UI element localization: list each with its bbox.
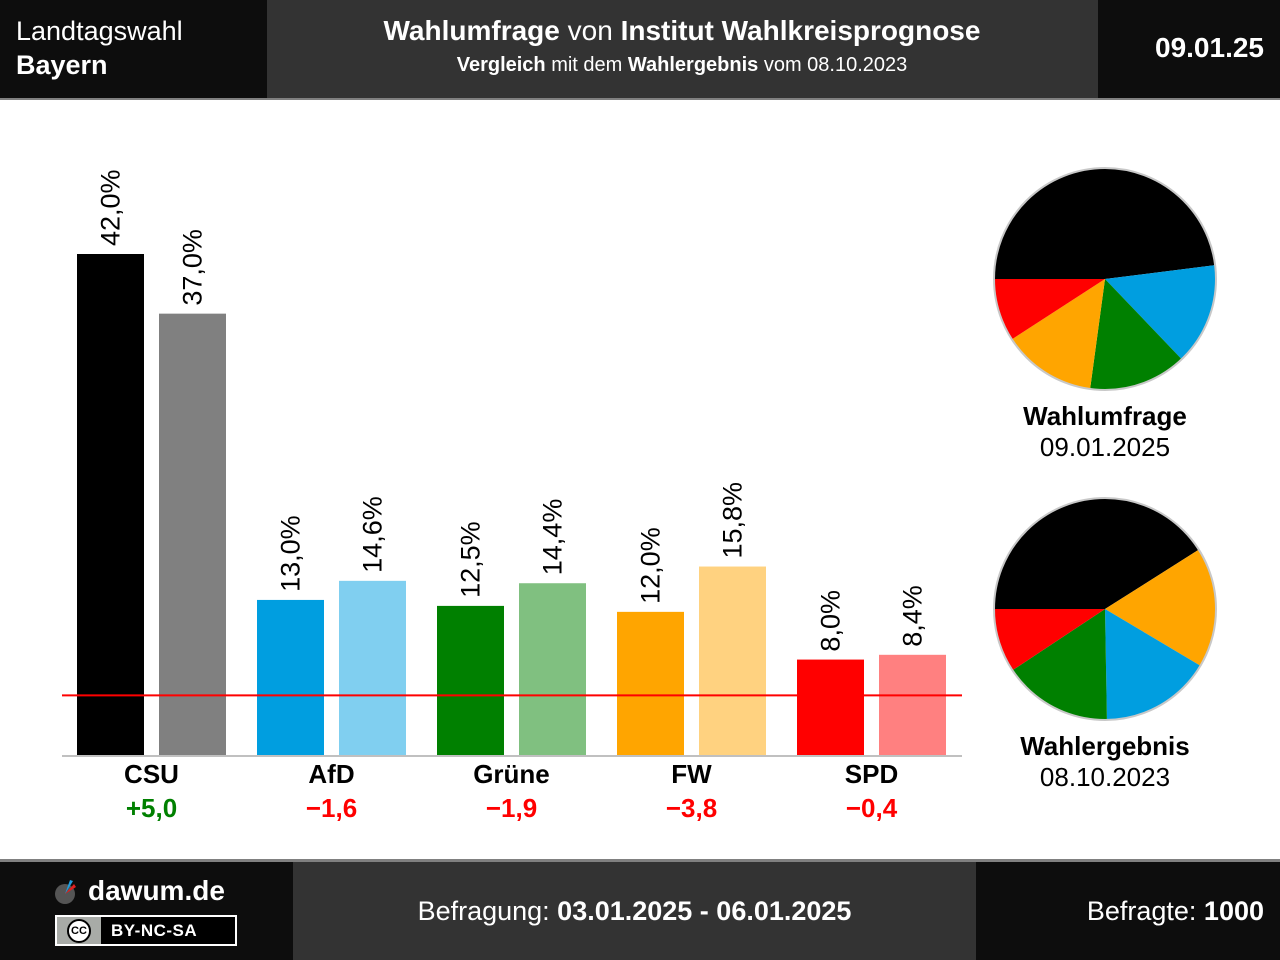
title-von: von bbox=[559, 15, 621, 46]
category-label: Grüne bbox=[473, 759, 550, 789]
license-badge[interactable]: CC BY-NC-SA bbox=[55, 915, 237, 946]
site-logo[interactable]: dawum.de bbox=[54, 874, 225, 908]
bar-csu-poll bbox=[77, 254, 144, 755]
pie-result-block: Wahlergebnis 08.10.2023 bbox=[990, 494, 1220, 793]
difference-label: +5,0 bbox=[126, 793, 177, 823]
header-title-block: Wahlumfrage von Institut Wahlkreisprogno… bbox=[267, 0, 1097, 98]
bar-fw-poll bbox=[617, 611, 684, 755]
bar-fw-result bbox=[699, 566, 766, 755]
survey-period: Befragung: 03.01.2025 - 06.01.2025 bbox=[293, 862, 976, 960]
difference-label: −1,9 bbox=[486, 793, 537, 823]
pie-poll-date: 09.01.2025 bbox=[1039, 432, 1171, 462]
pie-slice-spd bbox=[994, 279, 1105, 340]
bar-afd-poll bbox=[257, 599, 324, 755]
difference-label: −0,4 bbox=[846, 793, 898, 823]
header: Landtagswahl Bayern Wahlumfrage von Inst… bbox=[0, 0, 1280, 98]
value-label: 14,6% bbox=[358, 496, 388, 573]
pie-outline bbox=[993, 497, 1217, 721]
pie-slice-fw bbox=[1105, 549, 1216, 666]
footer-divider bbox=[0, 859, 1280, 862]
pie-slice-csu bbox=[994, 498, 1199, 609]
cc-icon: CC bbox=[67, 918, 91, 943]
value-label: 14,4% bbox=[538, 499, 568, 576]
branding: dawum.de CC BY-NC-SA bbox=[0, 862, 293, 960]
subtitle-compare: Vergleich bbox=[456, 54, 546, 76]
pie-outline bbox=[993, 167, 1217, 391]
subtitle-result: Wahlergebnis bbox=[627, 54, 759, 76]
footer: dawum.de CC BY-NC-SA Befragung: 03.01.20… bbox=[0, 862, 1280, 960]
header-divider bbox=[0, 98, 1280, 100]
page-title: Wahlumfrage von Institut Wahlkreisprogno… bbox=[267, 14, 1097, 48]
subtitle-mit-dem: mit dem bbox=[545, 54, 628, 76]
header-date: 09.01.25 bbox=[1098, 0, 1280, 98]
pie-slice-afd bbox=[1105, 265, 1216, 360]
pie-slice-afd bbox=[1105, 609, 1201, 720]
election-type: Landtagswahl bbox=[16, 16, 183, 46]
pie-slice-spd bbox=[994, 609, 1105, 671]
category-label: FW bbox=[671, 759, 712, 789]
value-label: 12,5% bbox=[456, 521, 486, 598]
pie-poll-block: Wahlumfrage 09.01.2025 bbox=[990, 164, 1220, 463]
pie-slice-csu bbox=[994, 167, 1216, 279]
pie-slice-fw bbox=[1011, 279, 1105, 389]
bar-grne-poll bbox=[437, 605, 504, 755]
respondents-value: 1000 bbox=[1203, 896, 1264, 926]
pie-slice-grne bbox=[1012, 609, 1107, 720]
pie-result-date: 08.10.2023 bbox=[1039, 762, 1171, 792]
value-label: 15,8% bbox=[718, 482, 748, 559]
pie-chart-result bbox=[993, 497, 1217, 721]
bar-spd-result bbox=[879, 654, 946, 755]
bar-afd-result bbox=[339, 580, 406, 755]
dawum-pie-icon bbox=[55, 880, 76, 904]
value-label: 8,4% bbox=[898, 585, 928, 647]
cc-icon-bg: CC bbox=[57, 917, 101, 944]
pie-poll-title: Wahlumfrage bbox=[1023, 401, 1187, 431]
value-label: 13,0% bbox=[276, 515, 306, 592]
survey-period-value: 03.01.2025 - 06.01.2025 bbox=[557, 896, 852, 926]
title-institute: Institut Wahlkreisprognose bbox=[620, 15, 981, 46]
pie-slice-grne bbox=[1090, 279, 1182, 390]
bar-csu-result bbox=[159, 313, 226, 755]
bar-chart: 42,0% 37,0% CSU +5,0 13,0% 14,6% AfD −1,6 12,5% 1… bbox=[62, 169, 962, 823]
value-label: 42,0% bbox=[96, 169, 126, 246]
value-label: 37,0% bbox=[178, 229, 208, 306]
value-label: 12,0% bbox=[636, 527, 666, 604]
bar-grne-result bbox=[519, 583, 586, 755]
pie-chart-poll bbox=[993, 167, 1217, 391]
respondents: Befragte: 1000 bbox=[976, 862, 1280, 960]
category-label: AfD bbox=[308, 759, 354, 789]
survey-period-label: Befragung: bbox=[417, 896, 558, 926]
election-label: Landtagswahl Bayern bbox=[0, 0, 267, 98]
value-label: 8,0% bbox=[816, 590, 846, 652]
license-text: BY-NC-SA bbox=[111, 920, 198, 940]
election-region: Bayern bbox=[16, 50, 108, 80]
site-name: dawum.de bbox=[88, 875, 225, 906]
category-label: CSU bbox=[124, 759, 179, 789]
category-label: SPD bbox=[845, 759, 898, 789]
respondents-label: Befragte: bbox=[1086, 896, 1204, 926]
bar-spd-poll bbox=[797, 659, 864, 755]
difference-label: −3,8 bbox=[666, 793, 717, 823]
pie-result-title: Wahlergebnis bbox=[1020, 731, 1190, 761]
page-subtitle: Vergleich mit dem Wahlergebnis vom 08.10… bbox=[267, 52, 1097, 78]
difference-label: −1,6 bbox=[306, 793, 357, 823]
title-poll: Wahlumfrage bbox=[383, 15, 560, 46]
subtitle-date: vom 08.10.2023 bbox=[758, 54, 908, 76]
